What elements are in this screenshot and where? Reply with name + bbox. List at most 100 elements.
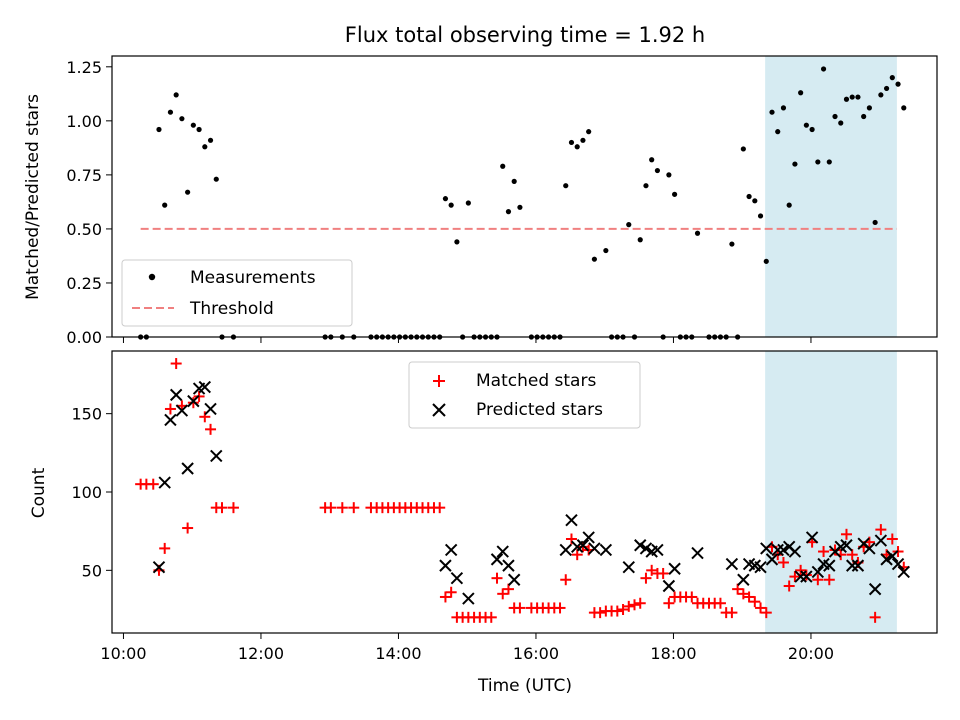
x-tick-label: 20:00 — [788, 644, 834, 663]
bottom-x-ticks: 10:00 12:00 14:00 16:00 18:00 20:00 — [100, 633, 834, 663]
predicted-star-point — [152, 560, 166, 574]
top-y-tick-label: 1.25 — [66, 58, 102, 77]
measurement-point — [803, 122, 809, 128]
measurement-point — [196, 126, 202, 133]
predicted-star-point — [490, 553, 504, 566]
measurement-point — [775, 129, 781, 135]
matched-star-point — [783, 580, 795, 592]
matched-star-point — [623, 600, 635, 612]
x-axis-label: Time (UTC) — [477, 676, 572, 696]
matched-star-point — [823, 574, 835, 586]
predicted-star-point — [210, 449, 223, 463]
matched-star-point — [187, 397, 199, 409]
predicted-star-point — [863, 542, 876, 555]
top-y-axis-label: Matched/Predicted stars — [23, 94, 43, 300]
matched-star-point — [554, 602, 566, 614]
legend-marker-matched — [433, 375, 445, 387]
predicted-star-point — [187, 394, 200, 408]
predicted-star-point — [462, 592, 475, 605]
measurement-point — [167, 109, 174, 115]
predicted-star-point — [175, 404, 189, 417]
matched-star-point — [159, 542, 171, 554]
predicted-star-point — [851, 559, 865, 572]
matched-star-point — [749, 596, 761, 608]
matched-star-point — [571, 549, 583, 561]
measurement-point — [448, 202, 454, 208]
predicted-star-point — [164, 413, 177, 427]
predicted-star-point — [439, 559, 452, 572]
predicted-star-point — [846, 559, 859, 572]
predicted-star-point — [777, 543, 790, 557]
matched-star-point — [737, 588, 749, 600]
predicted-star-point — [651, 543, 664, 557]
measurement-point — [442, 196, 449, 202]
top-y-tick-label: 0.50 — [66, 220, 102, 239]
measurement-point — [838, 120, 844, 126]
measurement-point — [883, 85, 890, 92]
measurement-point — [786, 202, 792, 208]
matched-star-point — [439, 591, 451, 603]
matched-star-point — [617, 604, 629, 615]
predicted-star-point — [668, 562, 681, 575]
predicted-star-point — [771, 543, 784, 557]
measurement-point — [162, 202, 168, 208]
matched-star-point — [164, 403, 176, 415]
figure-title: Flux total observing time = 1.92 h — [345, 23, 705, 47]
legend-label-measurements: Measurements — [190, 268, 316, 288]
matched-star-point — [629, 599, 640, 611]
matched-star-point — [875, 524, 887, 536]
predicted-star-point — [634, 539, 647, 552]
measurement-point — [752, 198, 758, 204]
predicted-star-point — [874, 534, 888, 547]
measurement-point — [757, 213, 764, 219]
x-tick-label: 12:00 — [238, 644, 284, 663]
matched-star-point — [434, 502, 446, 514]
measurement-point — [568, 139, 575, 146]
bottom-y-tick-label: 50 — [82, 561, 102, 580]
measurement-point — [626, 222, 632, 228]
predicted-star-point — [502, 559, 515, 572]
measurement-point — [694, 230, 701, 236]
matched-star-point — [205, 423, 217, 435]
matched-star-point — [445, 586, 457, 598]
predicted-star-point — [639, 542, 653, 555]
measurement-point — [763, 258, 769, 264]
matched-star-point — [846, 549, 858, 561]
top-y-tick-label: 0.75 — [66, 166, 102, 185]
measurement-point — [603, 247, 609, 254]
matched-star-point — [795, 564, 807, 576]
measurement-point — [213, 176, 219, 182]
predicted-star-point — [507, 573, 521, 586]
matched-star-point — [714, 597, 726, 609]
predicted-star-point — [765, 553, 779, 566]
x-tick-label: 18:00 — [650, 644, 696, 663]
matched-star-point — [348, 502, 360, 514]
bottom-y-ticks: 50 100 150 — [71, 405, 112, 580]
matched-star-point — [577, 541, 589, 553]
legend-marker-measurements — [148, 273, 156, 281]
predicted-star-point — [158, 476, 171, 489]
bottom-y-axis-label: Count — [29, 467, 49, 518]
matched-star-point — [502, 583, 514, 595]
x-tick-label: 10:00 — [100, 644, 146, 663]
measurement-point — [454, 239, 460, 245]
measurement-point — [666, 172, 672, 178]
measurement-point — [185, 189, 191, 195]
measurement-point — [866, 105, 872, 111]
measurement-point — [574, 144, 580, 150]
predicted-star-point — [444, 543, 458, 557]
matched-star-point — [869, 611, 881, 623]
matched-star-point — [611, 605, 623, 617]
measurement-point — [156, 126, 162, 133]
predicted-star-point — [622, 560, 635, 574]
matched-star-point — [760, 607, 772, 619]
predicted-star-point — [840, 539, 853, 552]
matched-star-point — [594, 607, 606, 619]
predicted-star-point — [582, 531, 595, 544]
measurement-point — [872, 219, 878, 226]
measurement-point — [878, 92, 884, 98]
matched-star-point — [755, 602, 767, 614]
matched-star-point — [818, 546, 830, 558]
bottom-legend-box — [408, 361, 641, 429]
